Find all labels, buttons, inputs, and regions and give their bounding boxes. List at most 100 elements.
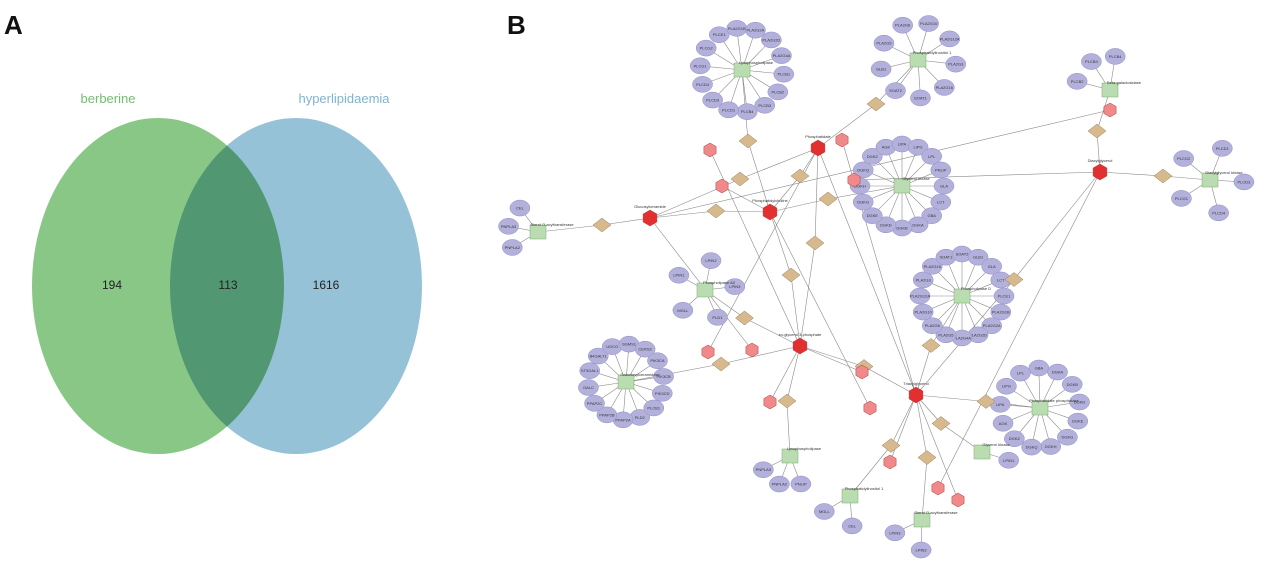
svg-text:PLCG1: PLCG1 bbox=[694, 63, 708, 68]
gene-node: B4GALT1 bbox=[587, 347, 609, 365]
gene-node: MGLL bbox=[672, 302, 694, 319]
compound-hub-node bbox=[1092, 163, 1108, 181]
gene-node: GBA bbox=[1028, 359, 1050, 377]
pathway-node bbox=[696, 282, 714, 298]
svg-text:PLA2G2A: PLA2G2A bbox=[746, 28, 764, 33]
gene-node: DGKA bbox=[1047, 363, 1068, 381]
gene-node: PLA2G3 bbox=[912, 271, 934, 289]
gene-node: PLCG1 bbox=[689, 57, 711, 75]
reaction-node bbox=[805, 235, 825, 251]
network-edge bbox=[769, 345, 801, 403]
svg-text:PNPLA2: PNPLA2 bbox=[505, 245, 521, 250]
svg-text:LPIN3: LPIN3 bbox=[889, 530, 901, 535]
gene-node: LPIN1 bbox=[668, 266, 690, 284]
network-edge bbox=[649, 210, 717, 219]
gene-node: PLCE1 bbox=[993, 287, 1015, 305]
gene-node: LCT bbox=[930, 193, 952, 211]
gene-node: PIK3CB bbox=[653, 368, 674, 385]
venn-count-berberine-only: 194 bbox=[102, 278, 122, 292]
svg-text:LPIN1: LPIN1 bbox=[673, 273, 685, 278]
reaction-node bbox=[976, 394, 996, 409]
network-edge bbox=[739, 147, 819, 180]
svg-text:DGKB: DGKB bbox=[896, 226, 908, 231]
compound-hub-node bbox=[792, 337, 808, 355]
svg-text:PLCG2: PLCG2 bbox=[1177, 156, 1191, 161]
network-nodes: PLCB1PLCB2PLCB3PLCB4PLCD1PLCD3PLCD4PLCG1… bbox=[498, 15, 1255, 559]
svg-text:GLA: GLA bbox=[988, 264, 996, 269]
network-node-label: Sterol O-acyltransferase bbox=[530, 222, 574, 227]
svg-text:PLA2G10: PLA2G10 bbox=[920, 21, 938, 26]
gene-node: SOAT1 bbox=[910, 89, 931, 107]
network-node-label: Sterol O-acyltransferase bbox=[914, 510, 958, 515]
gene-node: PLCB1 bbox=[773, 65, 795, 83]
network-node-label: Beta-galactosidase bbox=[1107, 80, 1142, 85]
svg-text:PLCB3: PLCB3 bbox=[758, 103, 771, 108]
svg-text:PLA2G3: PLA2G3 bbox=[916, 277, 932, 282]
compound-node bbox=[763, 394, 777, 410]
gene-node: CEL bbox=[509, 199, 531, 217]
gene-node: CEL bbox=[841, 517, 863, 535]
svg-text:B4GALT1: B4GALT1 bbox=[590, 354, 608, 359]
svg-text:SOAT1: SOAT1 bbox=[914, 95, 928, 100]
pathway-node bbox=[909, 52, 927, 68]
svg-text:SOAT2: SOAT2 bbox=[956, 252, 970, 257]
network-edge bbox=[890, 394, 917, 446]
svg-text:LPIN3: LPIN3 bbox=[729, 284, 741, 289]
gene-node: PLCB1 bbox=[643, 399, 665, 417]
gene-node: LIPA bbox=[989, 396, 1011, 413]
gene-node: PLA2G16 bbox=[922, 258, 943, 275]
gene-node: PLA2G5 bbox=[935, 326, 957, 344]
network-edge bbox=[921, 457, 928, 521]
gene-node: PLA2G10 bbox=[912, 303, 934, 321]
svg-text:GALC: GALC bbox=[583, 385, 594, 390]
gene-node: CERS2 bbox=[634, 340, 656, 358]
gene-node: PLCB3 bbox=[754, 97, 776, 114]
svg-text:PIK3CA: PIK3CA bbox=[650, 358, 665, 363]
network-edge bbox=[769, 198, 829, 213]
svg-text:CERS2: CERS2 bbox=[638, 347, 652, 352]
svg-text:DGKD: DGKD bbox=[1074, 400, 1086, 405]
network-node-label: Phosphatidate bbox=[805, 134, 831, 139]
gene-node: PLA2G16 bbox=[934, 79, 955, 96]
gene-node: PLCB2 bbox=[767, 83, 789, 101]
gene-node: PNLIP bbox=[790, 475, 812, 493]
svg-text:PNLIP: PNLIP bbox=[795, 481, 807, 486]
svg-text:LCT: LCT bbox=[937, 200, 945, 205]
gene-node: DGKZ bbox=[862, 148, 883, 165]
svg-text:PLA2G16: PLA2G16 bbox=[936, 85, 954, 90]
reaction-node bbox=[818, 191, 838, 207]
network-node-label: Phosphatidylinositol 1 bbox=[913, 50, 952, 55]
gene-node: DGKB bbox=[1061, 376, 1083, 393]
svg-text:DGKA: DGKA bbox=[1052, 370, 1064, 375]
svg-text:LPIN2: LPIN2 bbox=[916, 547, 928, 552]
gene-node: PLCB4 bbox=[736, 103, 758, 120]
reaction-node bbox=[711, 356, 731, 372]
network-node-label: Glycerol kinase bbox=[982, 442, 1010, 447]
gene-node: PLCB4 bbox=[1104, 48, 1126, 65]
svg-text:DGKG: DGKG bbox=[1061, 435, 1073, 440]
gene-node: PLA2G3 bbox=[945, 55, 967, 73]
gene-node: PNPLA2 bbox=[769, 475, 790, 493]
svg-text:PLA2G12A: PLA2G12A bbox=[940, 36, 960, 41]
network-edge bbox=[790, 274, 801, 347]
network-edge bbox=[915, 394, 987, 402]
network-edge bbox=[1099, 171, 1164, 177]
gene-node: PLA2G4A bbox=[771, 47, 792, 64]
gene-node: PLCB3 bbox=[1081, 53, 1102, 70]
svg-text:DGKZ: DGKZ bbox=[867, 154, 879, 159]
network-edge bbox=[875, 59, 919, 105]
venn-count-intersection: 113 bbox=[218, 278, 237, 292]
pathway-node bbox=[529, 224, 547, 240]
network-edge bbox=[915, 345, 932, 396]
svg-text:LCT: LCT bbox=[997, 277, 1005, 282]
network-node-label: sn-glycerol 3-phosphate bbox=[779, 332, 822, 337]
network-edge bbox=[769, 211, 792, 276]
network-node-label: Phospholipase A2 bbox=[703, 280, 736, 285]
gene-node: AGK bbox=[992, 415, 1014, 432]
network-node-label: Glycerol kinase bbox=[902, 176, 930, 181]
gene-node: PLA2G12A bbox=[939, 30, 960, 48]
svg-text:PNPLA2: PNPLA2 bbox=[772, 482, 788, 487]
compound-node bbox=[703, 142, 717, 158]
reaction-node bbox=[735, 310, 754, 326]
gene-node: GALC bbox=[578, 379, 599, 396]
